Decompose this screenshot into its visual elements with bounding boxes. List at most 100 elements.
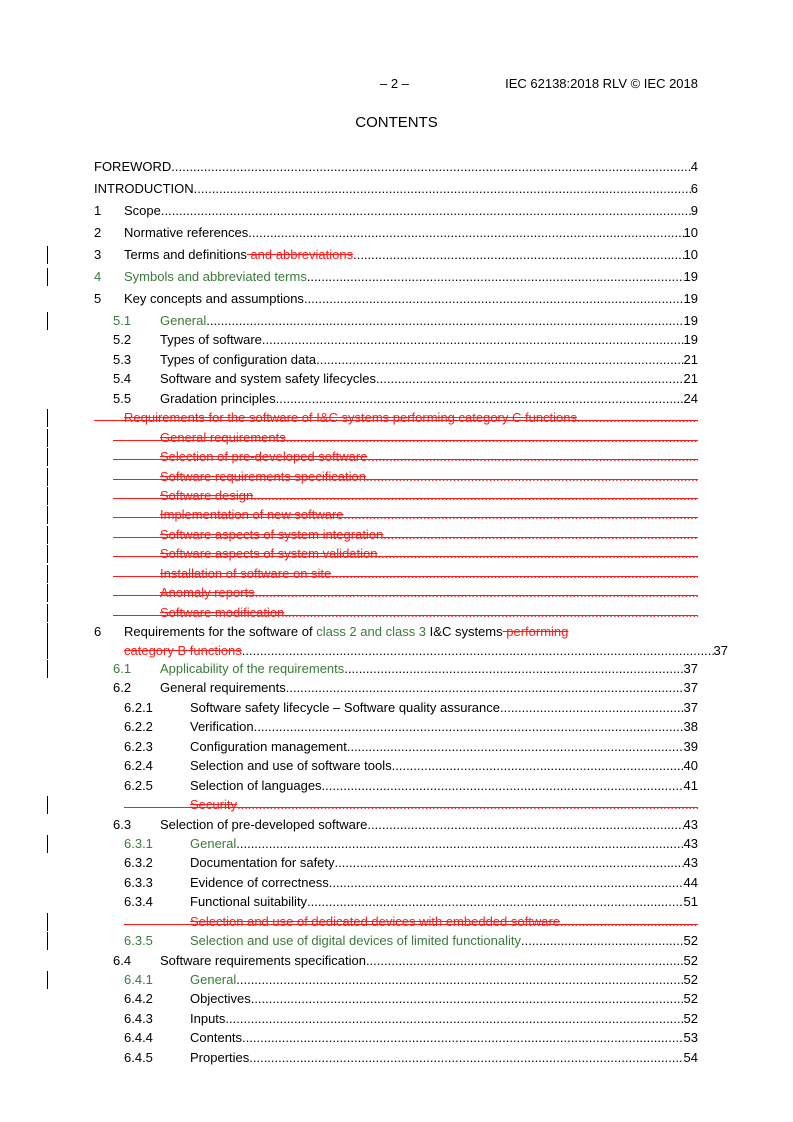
toc-entry-page: 52 (683, 972, 698, 987)
toc-entry-title: Evidence of correctness (190, 873, 329, 892)
toc-entry[interactable]: 5.1 General 19 (47, 311, 698, 330)
dot-leader (366, 467, 698, 486)
change-bar (47, 312, 48, 330)
toc-entry-deleted[interactable]: Selection of pre-developed software (47, 447, 698, 467)
toc-entry-title: Selection and use of digital devices of … (190, 931, 521, 950)
toc-entry-number: 3 (94, 247, 102, 262)
toc-entry-deleted[interactable]: Selection and use of dedicated devices w… (47, 912, 698, 931)
change-bar (47, 506, 48, 525)
inserted-text: Symbols and abbreviated terms (124, 269, 307, 284)
toc-entry-deleted[interactable]: Software aspects of system integration (47, 525, 698, 544)
toc-entry-deleted[interactable]: Software aspects of system validation (47, 544, 698, 564)
toc-entry[interactable]: 6.3.5 Selection and use of digital device… (47, 931, 698, 951)
toc-entry-title: Documentation for safety (190, 853, 335, 872)
toc-entry-deleted[interactable]: Software modification (47, 603, 698, 622)
dot-leader (237, 795, 698, 814)
toc-entry[interactable]: 6.2.2 Verification 38 (94, 717, 698, 736)
toc-entry[interactable]: 6.1 Applicability of the requirements 37 (47, 659, 698, 678)
dot-leader (262, 330, 684, 349)
toc-text: Selection of pre-developed software (160, 816, 368, 832)
toc-entry-page: 19 (683, 332, 698, 348)
toc-entry-continuation: category B functions 37 (94, 641, 728, 660)
deleted-text: category B functions (124, 643, 242, 658)
toc-entry[interactable]: 6.4 Software requirements specification 52 (94, 951, 698, 970)
toc-entry-deleted[interactable]: Security (47, 795, 698, 815)
toc-entry[interactable]: 6.2.1 Software safety lifecycle – Softwar… (94, 698, 698, 717)
deleted-text: performing (502, 624, 569, 639)
toc-entry-deleted[interactable]: General requirements (47, 428, 698, 447)
toc-entry-number: 5 (94, 291, 102, 306)
dot-leader (500, 698, 684, 717)
toc-entry-title: Software aspects of system validation (160, 544, 378, 563)
change-bar (47, 971, 48, 989)
dot-leader (316, 350, 683, 369)
toc-entry-number: 2 (94, 225, 102, 240)
toc-entry-page: 41 (683, 777, 698, 793)
toc-entry[interactable]: 5.3 Types of configuration data 21 (94, 350, 698, 369)
toc-entry-title: Normative references (124, 223, 248, 242)
change-bar (47, 545, 48, 564)
toc-entry-number: 6.4.1 (124, 972, 153, 987)
toc-entry-page: 4 (690, 159, 698, 174)
toc-entry[interactable]: 4 Symbols and abbreviated terms 19 (47, 267, 698, 289)
toc-entry[interactable]: 3 Terms and definitions and abbreviations… (47, 245, 698, 267)
dot-leader (236, 834, 683, 853)
toc-text: Software aspects of system integration (160, 526, 384, 542)
toc-entry-number: 6.2.1 (124, 699, 153, 715)
toc-entry[interactable]: 6.3.4 Functional suitability 51 (94, 892, 698, 911)
toc-entry-deleted[interactable]: Software requirements specification (47, 467, 698, 486)
toc-entry[interactable]: 6.2.3 Configuration management 39 (94, 737, 698, 756)
toc-entry[interactable]: 6.4.5 Properties 54 (94, 1048, 698, 1067)
toc-entry[interactable]: 6.4.4 Contents 53 (94, 1028, 698, 1047)
inserted-text: Selection and use of digital devices of … (190, 933, 521, 949)
change-bar (47, 246, 48, 264)
toc-entry-page: 44 (683, 874, 698, 890)
toc-entry[interactable]: 1 Scope 9 (94, 201, 698, 223)
toc-entry[interactable]: 6.3.3 Evidence of correctness 44 (94, 873, 698, 892)
toc-entry[interactable]: 6.3.2 Documentation for safety 43 (94, 853, 698, 872)
toc-entry-deleted[interactable]: Implementation of new software (47, 505, 698, 525)
toc-entry[interactable]: 6.2.4 Selection and use of software tools… (94, 756, 698, 775)
toc-entry[interactable]: INTRODUCTION 6 (94, 179, 698, 201)
dot-leader (206, 311, 683, 330)
toc-text: Requirements for the software of (124, 624, 317, 639)
dot-leader (249, 1048, 683, 1067)
dot-leader (383, 525, 698, 544)
toc-entry-number: 6.4.5 (124, 1049, 153, 1065)
toc-entry[interactable]: 6.3 Selection of pre-developed software 43 (94, 815, 698, 834)
inserted-text: Applicability of the requirements (160, 661, 345, 676)
dot-leader (251, 989, 684, 1008)
toc-entry-page: 54 (683, 1049, 698, 1065)
toc-text: Documentation for safety (190, 855, 335, 871)
toc-entry[interactable]: 6.2 General requirements 37 (94, 678, 698, 697)
toc-entry[interactable]: 6.4.1 General 52 (47, 970, 698, 989)
toc-entry-deleted[interactable]: Anomaly reports (47, 583, 698, 603)
toc-text: Selection and use of software tools (190, 758, 392, 774)
toc-entry-title: Software modification (160, 603, 284, 622)
toc-text: Key concepts and assumptions (124, 291, 304, 306)
toc-entry-deleted[interactable]: Software design (47, 486, 698, 505)
toc-entry-title: General (190, 834, 236, 853)
toc-entry[interactable]: 2 Normative references 10 (94, 223, 698, 245)
toc-entry[interactable]: 5.5 Gradation principles 24 (94, 389, 698, 408)
toc-text: Software requirements specification (160, 468, 366, 484)
toc-entry[interactable]: 6.4.3 Inputs 52 (94, 1009, 698, 1028)
toc-entry-page: 52 (683, 991, 698, 1007)
toc-entry[interactable]: 5 Key concepts and assumptions 19 (94, 289, 698, 311)
toc-entry-page: 9 (690, 203, 698, 218)
toc-entry-title: Software design (160, 486, 253, 505)
dot-leader (392, 756, 684, 775)
toc-entry[interactable]: FOREWORD 4 (94, 157, 698, 179)
toc-entry[interactable]: 5.2 Types of software 19 (94, 330, 698, 349)
toc-entry[interactable]: 6.3.1 General 43 (47, 834, 698, 853)
toc-entry[interactable]: 5.4 Software and system safety lifecycles… (94, 369, 698, 388)
toc-entry[interactable]: 6.2.5 Selection of languages 41 (94, 776, 698, 795)
toc-entry[interactable]: 6 Requirements for the software of class … (47, 622, 728, 659)
toc-entry-title: Security (190, 795, 237, 814)
toc-text: Properties (190, 1049, 250, 1065)
toc-entry-deleted[interactable]: Installation of software on site (47, 564, 698, 583)
toc-entry-title: INTRODUCTION (94, 179, 194, 198)
toc-entry-page: 43 (683, 835, 698, 851)
toc-entry-deleted[interactable]: Requirements for the software of I&C sys… (47, 408, 698, 428)
toc-entry[interactable]: 6.4.2 Objectives 52 (94, 989, 698, 1008)
